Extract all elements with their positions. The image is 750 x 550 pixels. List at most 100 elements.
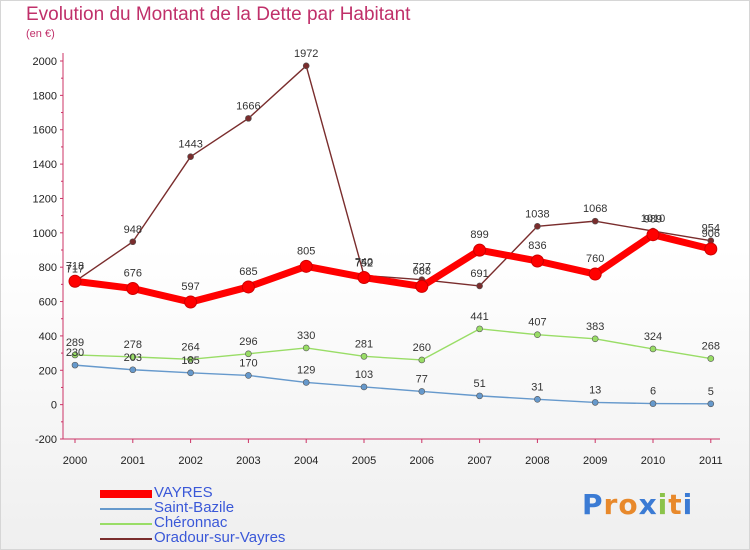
data-point (473, 243, 487, 257)
data-point (476, 282, 483, 290)
data-point (476, 325, 483, 333)
series-line-Chéronnac (74, 328, 711, 361)
y-tick-label: 1200 (33, 193, 57, 205)
x-tick-label: 2010 (641, 455, 665, 467)
data-label: 688 (413, 265, 431, 277)
data-label: 264 (181, 341, 199, 353)
data-label: 230 (66, 347, 84, 359)
data-label: 260 (413, 342, 431, 354)
data-label: 185 (181, 355, 199, 367)
data-point (245, 350, 252, 358)
chart-subtitle: (en €) (26, 28, 55, 40)
data-label: 906 (702, 228, 720, 240)
data-label: 718 (66, 260, 84, 272)
data-label: 407 (528, 317, 546, 329)
legend-label: VAYRES (154, 484, 213, 501)
legend-swatch (100, 523, 152, 525)
legend-swatch (100, 508, 152, 510)
data-label: 330 (297, 330, 315, 342)
data-point (360, 353, 368, 360)
x-tick-label: 2002 (178, 455, 202, 467)
data-label: 989 (644, 214, 662, 226)
data-label: 296 (239, 336, 257, 348)
data-point (649, 345, 657, 353)
data-point (476, 392, 483, 400)
data-label: 51 (473, 378, 485, 390)
data-label: 1443 (178, 139, 202, 151)
data-label: 170 (239, 357, 257, 369)
data-point (71, 351, 79, 359)
data-point (649, 400, 657, 407)
data-point (302, 344, 310, 352)
data-point (534, 396, 541, 403)
data-label: 740 (355, 256, 373, 268)
logo-letter: P (582, 488, 604, 521)
data-point (129, 366, 137, 374)
proxiti-logo: Proxiti (582, 488, 693, 521)
data-label: 1010 (641, 213, 665, 225)
data-label: 383 (586, 321, 604, 333)
data-point (71, 361, 79, 369)
x-tick-label: 2005 (352, 455, 376, 467)
legend-label: Oradour-sur-Vayres (154, 529, 286, 546)
legend-label: Chéronnac (154, 514, 228, 531)
data-label: 289 (66, 337, 84, 349)
logo-letter: x (638, 488, 658, 521)
y-tick-label: 400 (39, 331, 57, 343)
x-tick-label: 2001 (121, 455, 145, 467)
data-point (418, 388, 426, 395)
data-label: 1068 (583, 203, 607, 215)
data-label: 441 (470, 311, 488, 323)
data-point (415, 279, 429, 293)
data-point (357, 270, 371, 284)
data-label: 760 (586, 253, 604, 265)
x-tick-label: 2011 (699, 455, 723, 467)
data-point (187, 153, 194, 161)
data-point (707, 400, 715, 408)
data-point (302, 62, 310, 70)
x-tick-label: 2006 (410, 455, 434, 467)
data-point (588, 267, 602, 281)
data-label: 1666 (236, 100, 260, 112)
x-tick-label: 2007 (467, 455, 491, 467)
data-point (591, 217, 599, 225)
data-point (187, 369, 194, 377)
data-point (245, 372, 252, 379)
data-label: 717 (66, 263, 84, 275)
data-label: 31 (531, 381, 543, 393)
y-tick-label: 200 (39, 365, 57, 377)
data-label: 954 (702, 223, 720, 235)
logo-letter: i (657, 488, 669, 521)
data-point (299, 259, 313, 273)
chart-title: Evolution du Montant de la Dette par Hab… (26, 4, 411, 25)
data-label: 281 (355, 338, 373, 350)
y-tick-label: 800 (39, 262, 57, 274)
data-point (707, 355, 715, 362)
data-point (187, 355, 194, 363)
legend-swatch (100, 538, 152, 540)
data-point (241, 280, 255, 294)
data-label: 129 (297, 364, 315, 376)
data-label: 278 (124, 339, 142, 351)
data-point (591, 335, 599, 343)
data-point (646, 228, 660, 242)
logo-letter: t (668, 488, 683, 521)
data-label: 727 (413, 262, 431, 274)
data-label: 1038 (525, 208, 549, 220)
data-label: 685 (239, 266, 257, 278)
data-point (360, 383, 368, 391)
y-tick-label: 0 (51, 400, 57, 412)
y-tick-label: 600 (39, 297, 57, 309)
y-tick-label: 1000 (33, 228, 57, 240)
data-label: 6 (650, 386, 656, 398)
data-label: 13 (589, 384, 601, 396)
series-line-Saint-Bazile (74, 364, 711, 405)
data-point (129, 353, 137, 361)
legend-label: Saint-Bazile (154, 499, 235, 516)
data-point (534, 222, 541, 230)
x-tick-label: 2009 (583, 455, 607, 467)
data-point (704, 242, 718, 256)
data-label: 836 (528, 240, 546, 252)
